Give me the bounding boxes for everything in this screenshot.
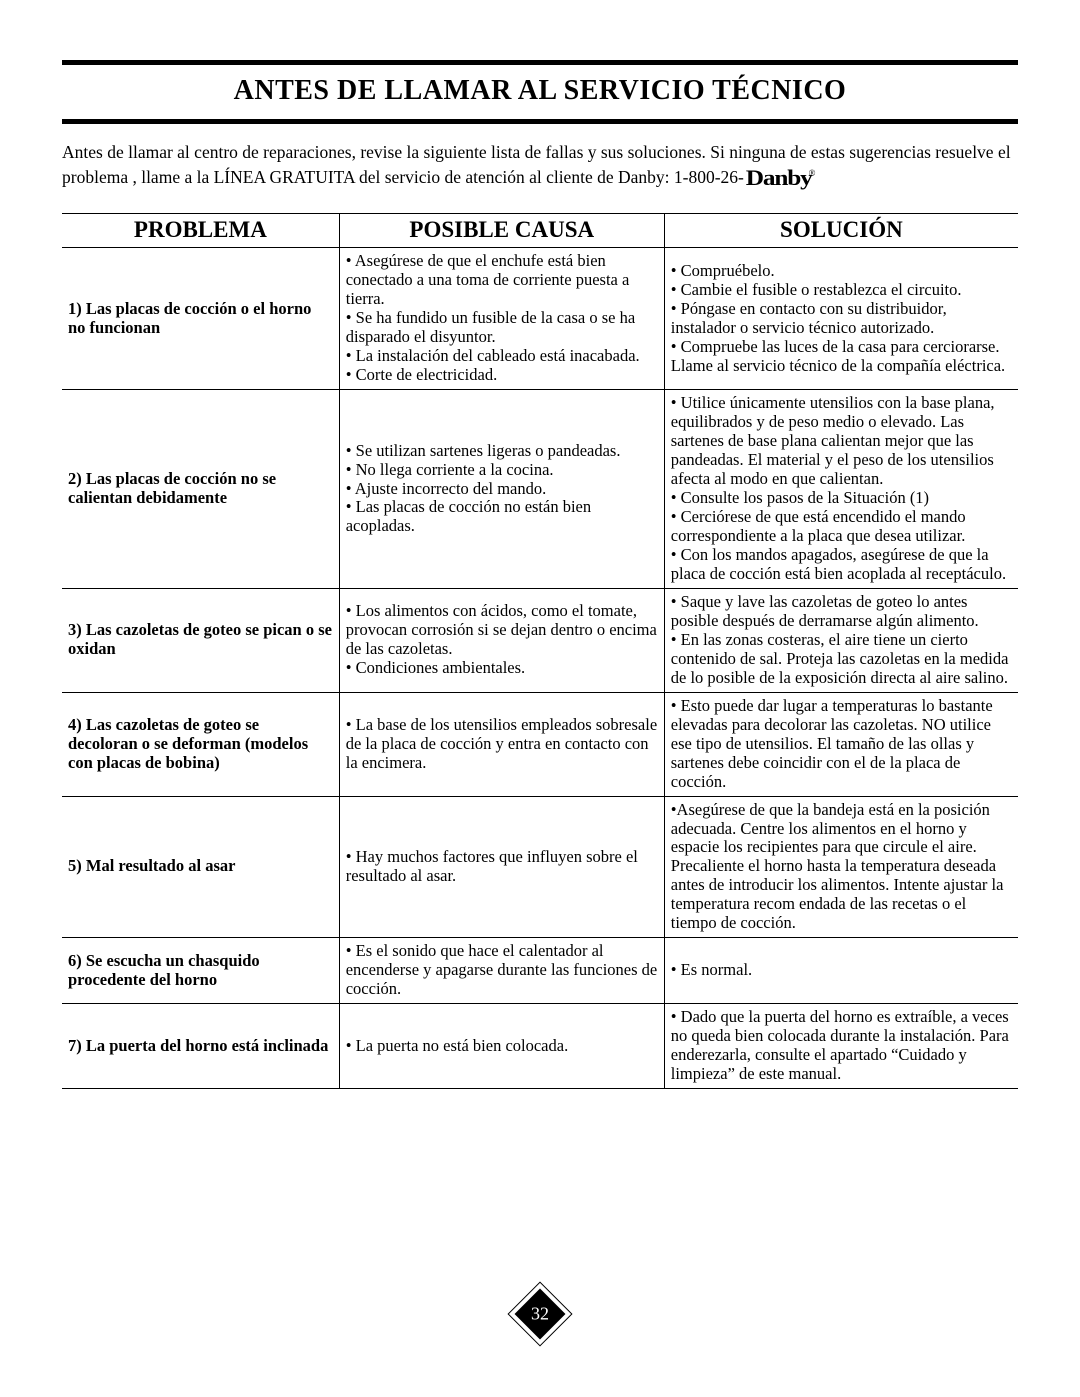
cell-problema: 4) Las cazoletas de goteo se decoloran o… (62, 692, 339, 796)
table-row: 7) La puerta del horno está inclinada • … (62, 1004, 1018, 1089)
cell-problema: 3) Las cazoletas de goteo se pican o se … (62, 588, 339, 692)
page-title: ANTES DE LLAMAR AL SERVICIO TÉCNICO (62, 75, 1018, 107)
cell-solucion: • Utilice únicamente utensilios con la b… (664, 390, 1018, 589)
cell-solucion: • Esto puede dar lugar a temperaturas lo… (664, 692, 1018, 796)
table-row: 6) Se escucha un chasquido procedente de… (62, 938, 1018, 1004)
header-solucion: SOLUCIÓN (664, 214, 1018, 248)
cell-solucion: • Saque y lave las cazoletas de goteo lo… (664, 588, 1018, 692)
top-rule (62, 60, 1018, 65)
cell-problema: 6) Se escucha un chasquido procedente de… (62, 938, 339, 1004)
cell-causa: • Se utilizan sartenes ligeras o pandead… (339, 390, 664, 589)
page-number-badge: 32 (514, 1288, 566, 1340)
intro-text: Antes de llamar al centro de reparacione… (62, 142, 1011, 187)
cell-solucion: • Compruébelo.• Cambie el fusible o rest… (664, 248, 1018, 390)
table-row: 3) Las cazoletas de goteo se pican o se … (62, 588, 1018, 692)
cell-causa: • La base de los utensilios empleados so… (339, 692, 664, 796)
brand-logo: Danby (746, 164, 812, 192)
header-problema: PROBLEMA (62, 214, 339, 248)
document-page: ANTES DE LLAMAR AL SERVICIO TÉCNICO Ante… (0, 0, 1080, 1089)
table-row: 4) Las cazoletas de goteo se decoloran o… (62, 692, 1018, 796)
cell-causa: • La puerta no está bien colocada. (339, 1004, 664, 1089)
table-header-row: PROBLEMA POSIBLE CAUSA SOLUCIÓN (62, 214, 1018, 248)
troubleshooting-table: PROBLEMA POSIBLE CAUSA SOLUCIÓN 1) Las p… (62, 213, 1018, 1089)
title-underline-rule (62, 119, 1018, 124)
page-footer: 32 (0, 1288, 1080, 1345)
cell-problema: 7) La puerta del horno está inclinada (62, 1004, 339, 1089)
table-body: 1) Las placas de cocción o el horno no f… (62, 248, 1018, 1089)
table-row: 5) Mal resultado al asar • Hay muchos fa… (62, 796, 1018, 938)
cell-problema: 5) Mal resultado al asar (62, 796, 339, 938)
cell-solucion: •Asegúrese de que la bandeja está en la … (664, 796, 1018, 938)
cell-causa: • Hay muchos factores que influyen sobre… (339, 796, 664, 938)
table-row: 2) Las placas de cocción no se calientan… (62, 390, 1018, 589)
cell-causa: • Los alimentos con ácidos, como el toma… (339, 588, 664, 692)
table-row: 1) Las placas de cocción o el horno no f… (62, 248, 1018, 390)
cell-causa: • Es el sonido que hace el calentador al… (339, 938, 664, 1004)
intro-paragraph: Antes de llamar al centro de reparacione… (62, 142, 1018, 191)
cell-problema: 2) Las placas de cocción no se calientan… (62, 390, 339, 589)
header-causa: POSIBLE CAUSA (339, 214, 664, 248)
cell-solucion: • Es normal. (664, 938, 1018, 1004)
cell-causa: • Asegúrese de que el enchufe está bien … (339, 248, 664, 390)
cell-solucion: • Dado que la puerta del horno es extraí… (664, 1004, 1018, 1089)
page-number: 32 (531, 1304, 549, 1325)
cell-problema: 1) Las placas de cocción o el horno no f… (62, 248, 339, 390)
